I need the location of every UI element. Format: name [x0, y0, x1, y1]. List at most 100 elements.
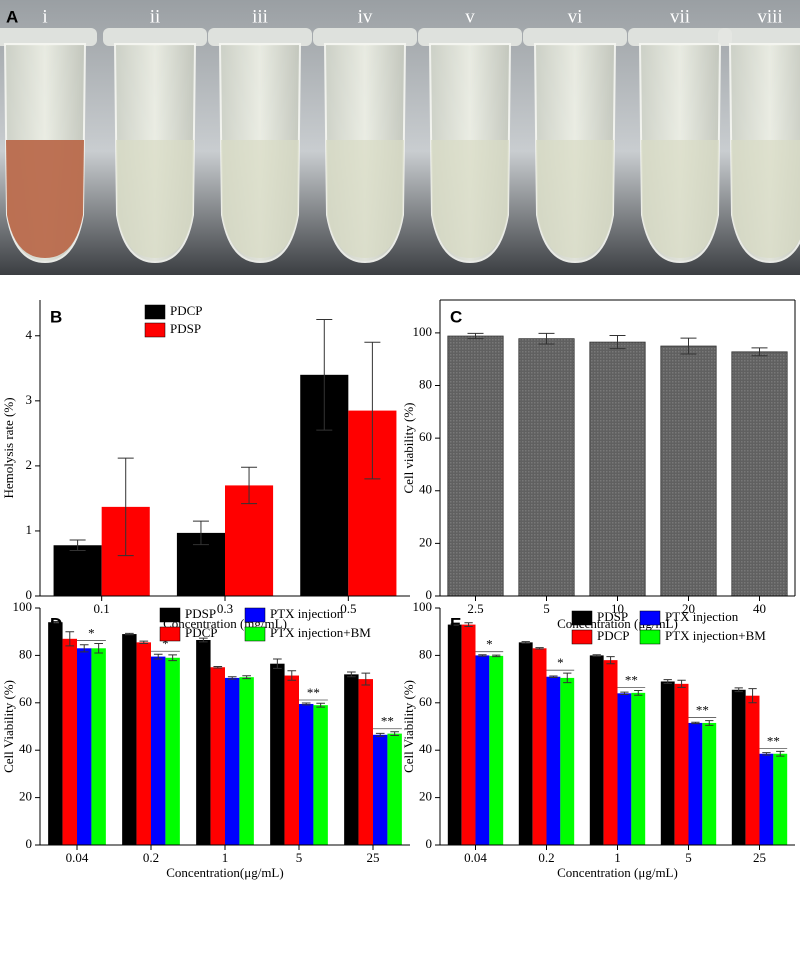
error-bar — [168, 654, 177, 662]
tube-label: v — [465, 6, 475, 27]
legend-label: PDCP — [185, 625, 218, 640]
x-tick-label: 25 — [367, 850, 380, 865]
error-bar — [464, 622, 473, 627]
tube-label: vii — [670, 6, 690, 27]
error-bar — [79, 644, 89, 653]
error-bar — [467, 332, 484, 340]
y-axis-label: Hemolysis rate (%) — [1, 397, 16, 498]
x-tick-label: 0.2 — [143, 850, 159, 865]
liquid — [221, 140, 299, 258]
error-bar — [478, 654, 487, 657]
x-tick-label: 5 — [685, 850, 692, 865]
bar — [674, 683, 689, 845]
legend-swatch — [639, 629, 661, 645]
bar-texture — [660, 345, 717, 597]
y-axis-label: Cell viability (%) — [401, 403, 416, 494]
y-tick-label: 100 — [413, 324, 433, 339]
error-bar — [563, 672, 572, 684]
error-bar — [751, 347, 768, 357]
bar — [77, 648, 92, 845]
legend-label: PDCP — [597, 628, 630, 643]
legend-swatch — [244, 626, 266, 642]
y-tick-label: 80 — [419, 376, 432, 391]
y-tick-label: 20 — [19, 789, 32, 804]
panel-label: D — [50, 614, 62, 633]
y-tick-label: 1 — [26, 522, 33, 537]
tube-label: viii — [757, 6, 782, 27]
panel-label: E — [450, 614, 461, 633]
error-bar — [691, 721, 700, 725]
bar — [284, 675, 299, 845]
y-tick-label: 4 — [26, 327, 33, 342]
x-tick-label: 5 — [296, 850, 303, 865]
bar-texture — [447, 335, 504, 597]
significance: * — [88, 626, 95, 641]
bar — [165, 657, 180, 845]
bar-texture — [518, 338, 575, 597]
error-bar — [762, 752, 771, 756]
bar — [122, 634, 137, 845]
legend-label: PDSP — [597, 609, 628, 624]
significance: * — [486, 637, 493, 652]
error-bar — [734, 687, 743, 693]
error-bar — [301, 702, 311, 706]
y-tick-label: 80 — [19, 646, 32, 661]
y-tick-label: 60 — [19, 694, 32, 709]
panel-label: C — [450, 307, 462, 326]
error-bar — [390, 731, 399, 737]
bar — [196, 639, 211, 845]
legend-label: PDCP — [170, 303, 203, 318]
bar — [210, 667, 225, 845]
y-tick-label: 20 — [419, 534, 432, 549]
x-axis-label: Concentration (mg/mL) — [163, 616, 287, 631]
bar — [475, 655, 490, 845]
error-bar — [450, 623, 459, 626]
bar — [91, 648, 106, 845]
y-tick-label: 2 — [26, 457, 33, 472]
liquid — [536, 140, 614, 258]
error-bar — [680, 337, 697, 355]
bar — [299, 703, 314, 845]
liquid — [731, 140, 800, 258]
legend-swatch — [144, 322, 166, 338]
legend-swatch — [144, 304, 166, 320]
tube-cap — [313, 28, 417, 46]
y-tick-label: 40 — [419, 741, 432, 756]
x-tick-label: 2.5 — [467, 601, 483, 616]
bar — [589, 655, 604, 845]
bar — [731, 689, 746, 845]
bar — [225, 677, 240, 845]
error-bar — [316, 319, 333, 431]
significance: ** — [767, 733, 780, 748]
bar — [270, 663, 285, 845]
error-bar — [69, 539, 86, 551]
y-tick-label: 0 — [26, 587, 33, 602]
error-bar — [125, 632, 134, 636]
bar — [239, 677, 254, 845]
x-tick-label: 40 — [753, 601, 766, 616]
x-tick-label: 0.1 — [94, 601, 110, 616]
x-tick-label: 20 — [682, 601, 695, 616]
error-bar — [241, 466, 258, 505]
tube-label: iv — [358, 6, 373, 27]
x-tick-label: 0.5 — [340, 601, 356, 616]
error-bar — [592, 654, 601, 657]
liquid — [326, 140, 404, 258]
legend-label: PTX injection+BM — [270, 625, 371, 640]
error-bar — [535, 647, 544, 650]
error-bar — [492, 654, 501, 658]
error-bar — [51, 621, 60, 624]
y-tick-label: 0 — [26, 836, 33, 851]
error-bar — [287, 670, 297, 681]
error-bar — [316, 702, 325, 708]
bar — [136, 642, 151, 845]
x-axis-label: Concentration(μg/mL) — [166, 865, 283, 880]
y-tick-label: 3 — [26, 392, 33, 407]
tube-cap — [628, 28, 732, 46]
significance: * — [162, 636, 169, 651]
error-bar — [748, 688, 757, 704]
panel-label: A — [6, 7, 18, 26]
legend-swatch — [571, 610, 593, 626]
x-tick-label: 1 — [222, 850, 229, 865]
